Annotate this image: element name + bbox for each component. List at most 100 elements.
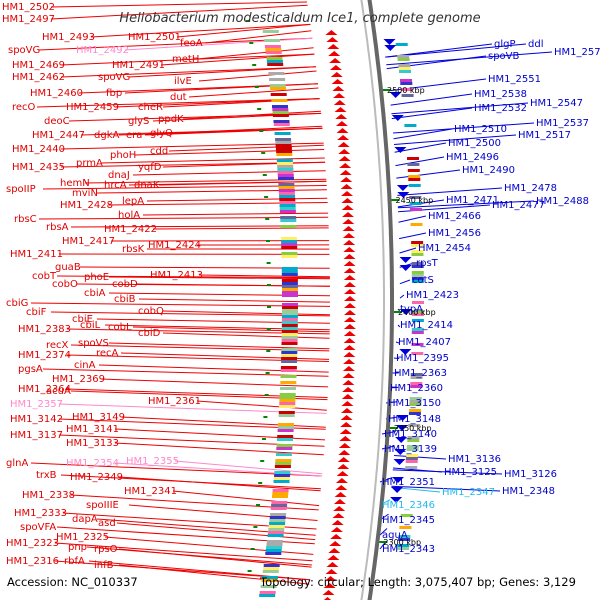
left-gene-label: hemN <box>60 178 90 189</box>
left-gene-label: cbiE <box>72 314 93 325</box>
right-gene-label: HM1_2456 <box>428 228 481 239</box>
left-gene-label: infB <box>94 560 114 571</box>
right-gene-label: HM1_3136 <box>448 454 501 465</box>
left-gene-label: rbsA <box>46 222 69 233</box>
scale-tick-label: 2400 kbp <box>398 308 436 317</box>
left-gene-label: HM1_2383 <box>18 324 71 335</box>
left-gene-label: cobO <box>52 279 78 290</box>
left-gene-label: HM1_2460 <box>30 88 83 99</box>
left-gene-label: phoH <box>110 150 136 161</box>
left-gene-label: dnaJ <box>108 170 130 181</box>
left-gene-label: dgkA <box>94 130 119 141</box>
right-gene-label: HM1_2538 <box>474 89 527 100</box>
left-gene-label: fbp <box>106 88 122 99</box>
left-gene-label: HM1_2364 <box>18 384 71 395</box>
left-gene-label: HM1_2462 <box>12 72 65 83</box>
right-gene-label: HM1_2571 <box>554 47 600 58</box>
right-gene-label: HM1_2360 <box>390 383 443 394</box>
left-gene-label: cbiG <box>6 298 28 309</box>
right-gene-label: rpsT <box>416 258 439 269</box>
right-gene-label: typA <box>400 304 423 315</box>
left-gene-label: spoVFA <box>20 522 56 533</box>
left-gene-label: HM1_2447 <box>32 130 85 141</box>
left-gene-label: HM1_3142 <box>10 414 63 425</box>
left-gene-label: HM1_2424 <box>148 240 201 251</box>
left-gene-label: hrcA <box>104 180 127 191</box>
right-gene-label: HM1_2423 <box>406 290 459 301</box>
left-gene-label: HM1_2374 <box>18 350 71 361</box>
left-gene-label: ppdK <box>158 114 184 125</box>
right-gene-label: HM1_2510 <box>454 124 507 135</box>
left-gene-label: dnaK <box>134 180 160 191</box>
genome-backbone <box>360 0 394 600</box>
left-gene-label: cinA <box>74 360 96 371</box>
scale-tick-label: 2350 kbp <box>394 424 432 433</box>
left-gene-label: metH <box>172 54 199 65</box>
left-gene-label: glyS <box>128 116 149 127</box>
right-gene-label: ddl <box>528 39 543 50</box>
right-gene-label: HM1_2488 <box>536 196 589 207</box>
left-gene-label: HM1_2459 <box>66 102 119 113</box>
feature-bands <box>259 30 424 597</box>
left-gene-label: HM1_2440 <box>12 144 65 155</box>
right-gene-label: HM1_2348 <box>502 486 555 497</box>
left-gene-label: recX <box>46 340 69 351</box>
left-gene-label: HM1_3137 <box>10 430 63 441</box>
left-gene-label: spoIIIE <box>86 500 119 511</box>
left-gene-label: dut <box>170 92 187 103</box>
left-gene-label: phoE <box>84 272 109 283</box>
left-gene-label: cbiB <box>114 294 136 305</box>
right-gene-label: HM1_2471 <box>446 195 499 206</box>
left-gene-label: spoIIP <box>6 184 36 195</box>
left-gene-label: cobD <box>112 279 138 290</box>
right-gene-label: aguA <box>382 530 408 541</box>
left-gene-label: rbsK <box>122 244 145 255</box>
left-gene-label: prmA <box>76 158 103 169</box>
right-gene-label: HM1_2351 <box>382 477 435 488</box>
scale-ticks: 2500 kbp 2450 kbp 2400 kbp 2350 kbp 2300 kbp <box>246 20 436 572</box>
left-gene-label: HM1_2411 <box>10 249 63 260</box>
left-gene-label: spoVS <box>78 338 109 349</box>
left-gene-label: dapA <box>72 514 98 525</box>
right-gene-label: HM1_3150 <box>388 398 441 409</box>
left-gene-label: deoC <box>44 116 70 127</box>
right-gene-label: HM1_2517 <box>518 130 571 141</box>
right-gene-label: HM1_3140 <box>384 429 437 440</box>
left-gene-label: HM1_2349 <box>70 472 123 483</box>
right-gene-label: glgP <box>494 39 516 50</box>
left-gene-label: HM1_2361 <box>148 396 201 407</box>
left-gene-label: HM1_2325 <box>56 532 109 543</box>
right-gene-label: HM1_3148 <box>388 414 441 425</box>
left-gene-label: yqfD <box>138 162 162 173</box>
left-gene-label: mviN <box>72 188 98 199</box>
left-gene-label: HM1_2501 <box>128 32 181 43</box>
right-gene-label: HM1_2414 <box>400 320 453 331</box>
left-gene-label: HM1_2502 <box>2 2 55 13</box>
right-gene-label: HM1_2477 <box>492 200 545 211</box>
right-gene-label: HM1_2500 <box>448 138 501 149</box>
right-gene-label: HM1_2537 <box>536 118 589 129</box>
left-gene-label: HM1_2428 <box>60 200 113 211</box>
scale-tick-label: 2450 kbp <box>396 196 434 205</box>
left-gene-label: HM1_3149 <box>72 412 125 423</box>
left-gene-label: HM1_2369 <box>52 374 105 385</box>
left-gene-label: holA <box>118 210 140 221</box>
scale-tick-label: 2500 kbp <box>387 86 425 95</box>
left-gene-label: HM1_2422 <box>104 224 157 235</box>
left-gene-label: rpsO <box>94 544 118 555</box>
left-gene-label: glnA <box>6 458 28 469</box>
left-gene-label: HM1_2316 <box>6 556 59 567</box>
left-gene-label: acuA <box>46 386 71 397</box>
right-gene-label: HM1_2466 <box>428 211 481 222</box>
left-gene-label: asd <box>98 518 116 529</box>
right-gene-label: HM1_2496 <box>446 152 499 163</box>
left-gene-label: cbiA <box>84 288 106 299</box>
left-gene-label: HM1_3133 <box>66 438 119 449</box>
left-gene-label: HM1_2355 <box>126 456 179 467</box>
left-gene-label: cbiF <box>26 307 47 318</box>
left-gene-label: HM1_2497 <box>2 14 55 25</box>
left-gene-label: recO <box>12 102 36 113</box>
right-gene-label: HM1_2547 <box>530 98 583 109</box>
right-gene-label: cotS <box>412 275 434 286</box>
